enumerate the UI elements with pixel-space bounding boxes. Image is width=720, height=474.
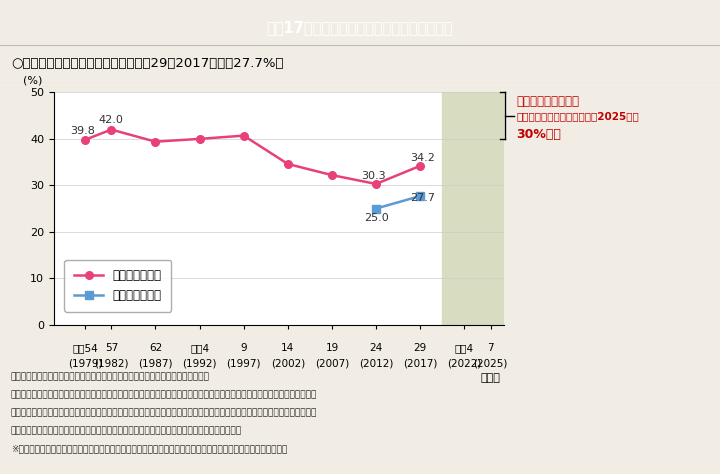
Text: 42.0: 42.0	[99, 116, 124, 126]
Text: 30%以上: 30%以上	[516, 128, 561, 141]
Text: (2012): (2012)	[359, 358, 393, 368]
Text: １－17図　起業家に占める女性の割合の推移: １－17図 起業家に占める女性の割合の推移	[266, 20, 454, 35]
Text: 14: 14	[282, 343, 294, 353]
Text: 34.2: 34.2	[410, 153, 436, 163]
Text: 27.7: 27.7	[410, 193, 436, 203]
Bar	[442, 92, 504, 325]
Text: (1987): (1987)	[138, 358, 173, 368]
Text: 昭和54: 昭和54	[72, 343, 98, 353]
Text: 62: 62	[149, 343, 162, 353]
Text: 29: 29	[413, 343, 427, 353]
Text: 57: 57	[104, 343, 118, 353]
Text: (2017): (2017)	[403, 358, 437, 368]
Text: (2022): (2022)	[447, 358, 482, 368]
Text: （年）: （年）	[481, 374, 500, 383]
Text: 39.8: 39.8	[71, 126, 95, 136]
Text: 30.3: 30.3	[361, 171, 387, 181]
Text: 7: 7	[487, 343, 494, 353]
Text: 19: 19	[325, 343, 338, 353]
Text: ○起業家に占める女性の割合は、平成29（2017）年は27.7%。: ○起業家に占める女性の割合は、平成29（2017）年は27.7%。	[11, 57, 283, 71]
Text: ※　第５次男女共同参画基本計画においては、新定義に基づく起業者に占める女性の割合を成果目標として設定。: ※ 第５次男女共同参画基本計画においては、新定義に基づく起業者に占める女性の割合…	[11, 444, 287, 453]
Text: (2002): (2002)	[271, 358, 305, 368]
Text: （備考）１．総務省「就業構造基本調査」（中小企業庁特別集計結果）より作成。: （備考）１．総務省「就業構造基本調査」（中小企業庁特別集計結果）より作成。	[11, 372, 210, 381]
Text: 在は会社等の役員又は自営業主となっている者のうち、自分で事業を起こした者。: 在は会社等の役員又は自営業主となっている者のうち、自分で事業を起こした者。	[11, 426, 242, 435]
Text: (2025): (2025)	[474, 358, 508, 368]
Text: 令和4: 令和4	[455, 343, 474, 353]
Text: 第５次男女共同参画: 第５次男女共同参画	[516, 95, 579, 108]
Text: (%): (%)	[22, 75, 42, 85]
Text: (1997): (1997)	[227, 358, 261, 368]
Text: 基本計画における成果目標（2025年）: 基本計画における成果目標（2025年）	[516, 111, 639, 121]
Text: 平成4: 平成4	[190, 343, 209, 353]
Text: 9: 9	[240, 343, 247, 353]
Text: 25.0: 25.0	[364, 213, 388, 223]
Text: を除く）」となっている者。新定義に基づく起業家とは、過去１年間に職を変えた又は新たに職についた者で、現: を除く）」となっている者。新定義に基づく起業家とは、過去１年間に職を変えた又は新…	[11, 408, 318, 417]
Legend: 女性（旧定義）, 女性（新定義）: 女性（旧定義）, 女性（新定義）	[64, 260, 171, 312]
Text: (1982): (1982)	[94, 358, 129, 368]
Text: (2007): (2007)	[315, 358, 349, 368]
Text: (1992): (1992)	[182, 358, 217, 368]
Text: ２．旧定義に基づく起業家とは、過去１年間に職を変えた又は新たに職についた者のうち、現在は「自営業主（内職者: ２．旧定義に基づく起業家とは、過去１年間に職を変えた又は新たに職についた者のうち…	[11, 390, 318, 399]
Text: (1979): (1979)	[68, 358, 102, 368]
Text: 24: 24	[369, 343, 383, 353]
